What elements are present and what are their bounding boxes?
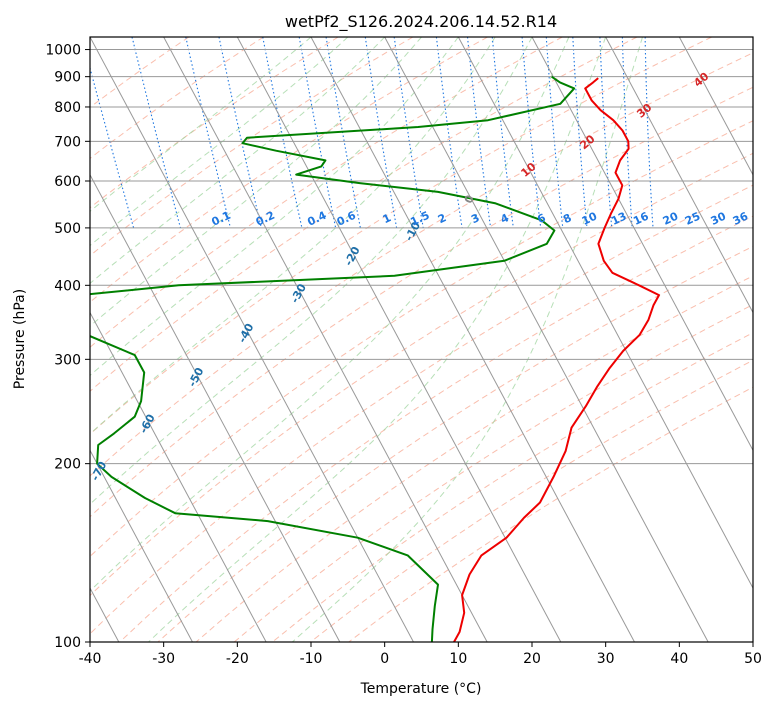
mixing-ratio-label: 20 xyxy=(661,209,681,227)
pressure-grid xyxy=(90,49,753,642)
x-tick-label: 50 xyxy=(744,651,762,667)
x-tick-label: 40 xyxy=(670,651,688,667)
plot-background xyxy=(90,37,753,642)
moist-adiabat xyxy=(90,37,349,247)
dry-adiabat xyxy=(90,37,339,209)
isotherm-line xyxy=(90,311,267,642)
moist-adiabat xyxy=(90,37,459,377)
mixing-ratio-line xyxy=(466,37,492,228)
axis-ticks: -40 -30 -20 -10 0 10 20 30 40 50 1000 900 800 700 600 5… xyxy=(45,43,762,667)
x-tick-label: 0 xyxy=(380,651,389,667)
moist-adiabat xyxy=(90,37,496,435)
dry-adiabat xyxy=(90,184,753,635)
y-tick-label: 200 xyxy=(54,457,81,473)
dry-adiabat xyxy=(90,37,488,303)
mixing-ratio-label: 10 xyxy=(580,209,600,227)
dry-adiabat xyxy=(310,359,753,642)
y-tick-label: 500 xyxy=(54,221,81,237)
y-tick-label: 100 xyxy=(54,635,81,651)
mixing-ratio-line xyxy=(90,66,135,229)
mixing-ratio-line xyxy=(185,37,231,229)
x-tick-label: 30 xyxy=(597,651,615,667)
mixing-ratio-label: 13 xyxy=(609,210,628,228)
y-tick-label: 300 xyxy=(54,352,81,368)
x-axis-label: Temperature (°C) xyxy=(360,681,482,697)
mixing-ratio-line xyxy=(218,37,262,229)
isotherm-line xyxy=(678,37,753,176)
dry-adiabat xyxy=(157,245,753,642)
isotherm-label: -90 xyxy=(0,551,11,575)
y-axis-label: Pressure (hPa) xyxy=(12,289,28,389)
mixing-ratio-line xyxy=(491,37,514,228)
x-tick-label: 10 xyxy=(449,651,467,667)
moist-adiabat xyxy=(90,37,570,592)
isotherm-line xyxy=(457,37,753,590)
isotherm-line xyxy=(752,37,753,39)
isotherm-line xyxy=(310,37,635,642)
dry-adiabat xyxy=(90,37,563,348)
mixing-ratio-line xyxy=(521,37,542,228)
profile-lines xyxy=(90,75,660,642)
isotherm-line xyxy=(531,37,753,452)
y-tick-label: 700 xyxy=(54,134,81,150)
moist-adiabat xyxy=(291,37,643,642)
x-tick-label: -20 xyxy=(226,651,249,667)
y-tick-label: 900 xyxy=(54,70,81,86)
y-tick-label: 400 xyxy=(54,278,81,294)
x-tick-label: -40 xyxy=(79,651,102,667)
plot-frame xyxy=(89,36,754,643)
mixing-ratio-label: 25 xyxy=(683,210,702,228)
mixing-ratio-label: 16 xyxy=(631,209,651,227)
dry-adiabat xyxy=(90,37,190,108)
isotherm-line xyxy=(90,449,193,642)
x-tick-label: -10 xyxy=(300,651,323,667)
isotherm-label: -80 xyxy=(39,504,60,528)
mixing-ratio-line xyxy=(435,37,463,228)
dry-adiabat xyxy=(119,215,753,642)
isotherm-line xyxy=(236,37,562,642)
mixing-ratio-label: 30 xyxy=(709,209,729,227)
dry-adiabat xyxy=(90,37,712,435)
isotherm-line xyxy=(384,37,709,642)
mixing-ratio-line xyxy=(545,37,564,228)
isotherm-line xyxy=(90,173,341,642)
background-lines xyxy=(90,37,753,642)
x-tick-label: 20 xyxy=(523,651,541,667)
mixing-ratio-line xyxy=(393,37,424,228)
x-tick-label: -30 xyxy=(152,651,175,667)
y-tick-label: 800 xyxy=(54,100,81,116)
chart-title: wetPf2_S126.2024.206.14.52.R14 xyxy=(285,12,557,32)
dry-adiabat xyxy=(233,304,753,642)
mixing-ratio-label: 36 xyxy=(731,209,751,227)
isotherm-line xyxy=(90,37,414,642)
y-tick-label: 1000 xyxy=(45,43,81,59)
temperature-line xyxy=(453,77,660,642)
y-tick-label: 600 xyxy=(54,174,81,190)
dry-adiabat xyxy=(272,332,753,642)
isotherm-line xyxy=(605,37,753,314)
isotherm-line xyxy=(163,37,488,642)
mixing-ratio-line xyxy=(364,37,398,228)
moist-adiabat xyxy=(90,37,312,212)
dewpoint-line xyxy=(90,75,576,642)
moist-adiabat xyxy=(148,37,607,642)
moist-adiabat xyxy=(90,37,386,285)
dry-adiabat xyxy=(90,52,753,477)
